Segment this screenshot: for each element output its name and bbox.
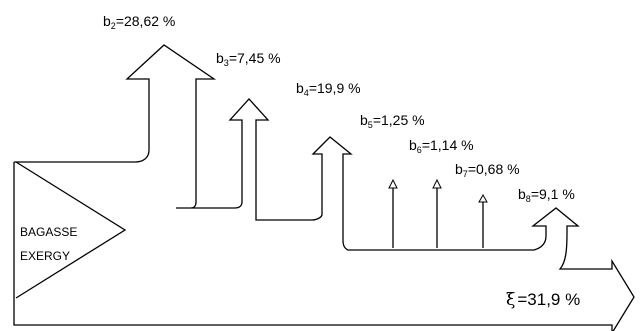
source-label-line1: BAGASSE	[20, 225, 77, 239]
loss-label-b5: b5=1,25 %	[360, 112, 425, 130]
efficiency-value: =31,9 %	[517, 290, 580, 309]
efficiency-symbol: ξ	[506, 290, 515, 310]
loss-arrow-b7-head	[478, 193, 488, 203]
loss-label-b8: b8=9,1 %	[518, 186, 575, 204]
efficiency-label: ξ =31,9 %	[506, 290, 580, 310]
loss-label-b3: b3=7,45 %	[216, 50, 281, 68]
source-label-line2: EXERGY	[20, 249, 70, 263]
loss-label-b4: b4=19,9 %	[296, 80, 361, 98]
source-wedge	[15, 161, 127, 299]
loss-arrow-b5-head	[388, 178, 398, 189]
loss-arrow-b6-head	[432, 178, 442, 189]
loss-label-b6: b6=1,14 %	[409, 137, 474, 155]
loss-label-b7: b7=0,68 %	[455, 161, 520, 179]
main-flow-outline	[13, 44, 635, 331]
loss-label-b2: b2=28,62 %	[103, 13, 175, 31]
